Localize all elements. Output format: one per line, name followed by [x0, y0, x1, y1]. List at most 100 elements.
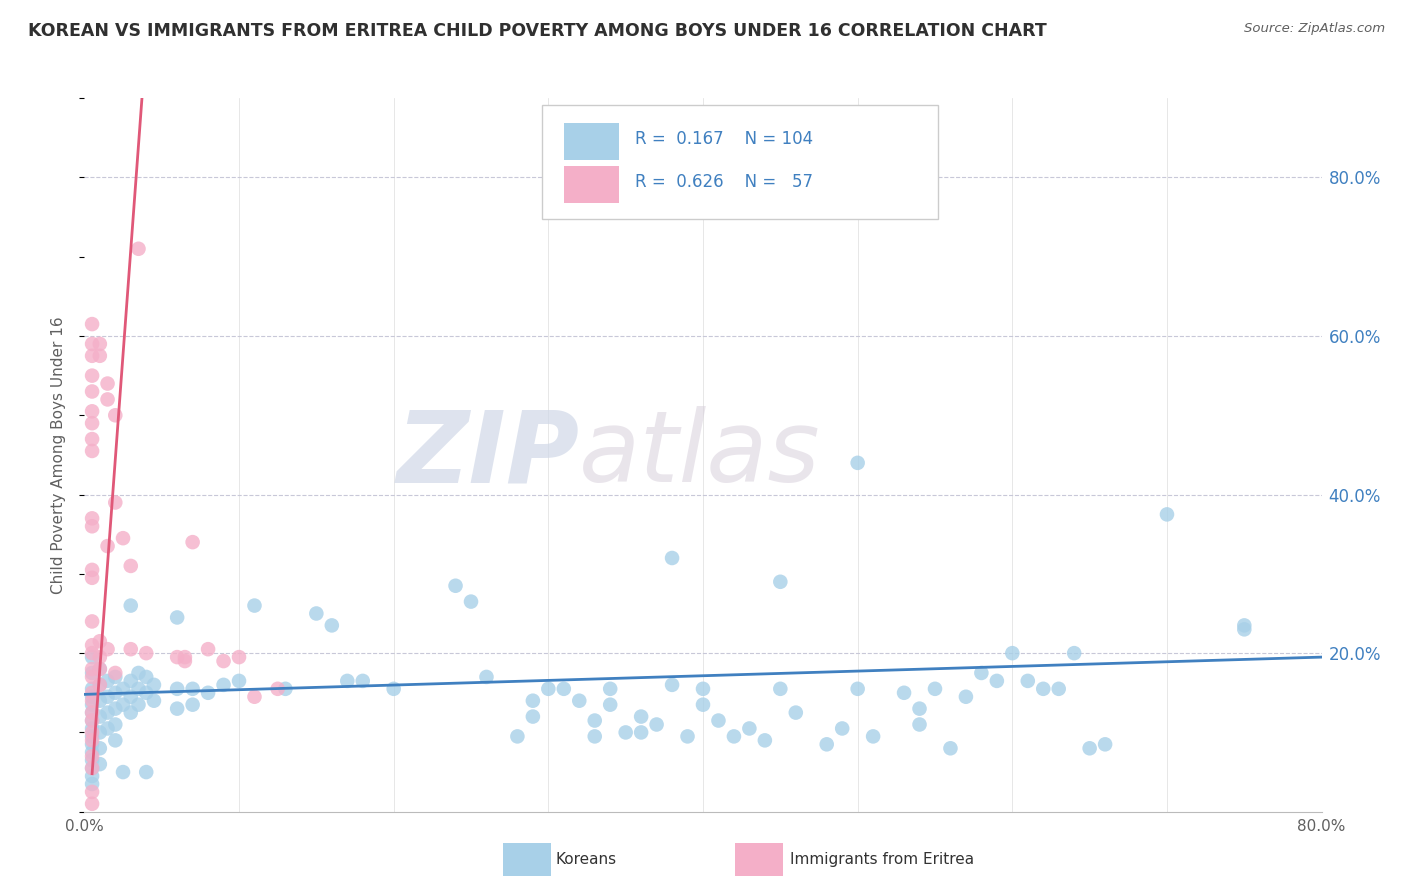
- Point: [228, 650, 250, 665]
- Text: KOREAN VS IMMIGRANTS FROM ERITREA CHILD POVERTY AMONG BOYS UNDER 16 CORRELATION : KOREAN VS IMMIGRANTS FROM ERITREA CHILD …: [28, 22, 1047, 40]
- Point: [82, 698, 104, 712]
- Point: [104, 701, 127, 715]
- Point: [846, 681, 869, 696]
- Point: [243, 690, 266, 704]
- Point: [82, 384, 104, 399]
- Point: [143, 694, 166, 708]
- Point: [143, 678, 166, 692]
- Point: [754, 733, 776, 747]
- Point: [166, 681, 188, 696]
- Point: [1017, 673, 1039, 688]
- Point: [82, 646, 104, 660]
- Point: [97, 722, 120, 736]
- Point: [89, 662, 111, 676]
- Point: [128, 681, 150, 696]
- Point: [104, 665, 127, 680]
- Point: [120, 599, 142, 613]
- Point: [128, 665, 150, 680]
- Point: [82, 785, 104, 799]
- Point: [82, 615, 104, 629]
- Text: Source: ZipAtlas.com: Source: ZipAtlas.com: [1244, 22, 1385, 36]
- Text: ZIP: ZIP: [396, 407, 579, 503]
- Point: [908, 717, 931, 731]
- Point: [1233, 618, 1256, 632]
- Point: [82, 737, 104, 751]
- Point: [692, 681, 714, 696]
- Point: [97, 392, 120, 407]
- Point: [104, 409, 127, 423]
- Point: [939, 741, 962, 756]
- Point: [82, 761, 104, 775]
- Point: [112, 531, 135, 545]
- Point: [243, 599, 266, 613]
- Point: [104, 733, 127, 747]
- Point: [82, 662, 104, 676]
- Point: [553, 681, 575, 696]
- Point: [352, 673, 374, 688]
- Point: [614, 725, 637, 739]
- Point: [82, 349, 104, 363]
- Point: [89, 709, 111, 723]
- Point: [82, 733, 104, 747]
- Point: [82, 337, 104, 351]
- Point: [82, 317, 104, 331]
- Point: [661, 678, 683, 692]
- Point: [89, 694, 111, 708]
- Point: [630, 709, 652, 723]
- Point: [104, 495, 127, 509]
- Point: [82, 694, 104, 708]
- Point: [82, 730, 104, 744]
- Point: [1063, 646, 1085, 660]
- Point: [89, 337, 111, 351]
- Point: [599, 698, 621, 712]
- Point: [166, 610, 188, 624]
- Point: [174, 650, 197, 665]
- Point: [1001, 646, 1024, 660]
- Point: [815, 737, 838, 751]
- Point: [82, 665, 104, 680]
- Point: [181, 698, 204, 712]
- Point: [97, 690, 120, 704]
- Point: [785, 706, 807, 720]
- Point: [1094, 737, 1116, 751]
- Point: [444, 579, 467, 593]
- Point: [82, 725, 104, 739]
- Point: [97, 706, 120, 720]
- Point: [120, 706, 142, 720]
- FancyBboxPatch shape: [543, 105, 938, 219]
- Point: [506, 730, 529, 744]
- Point: [181, 681, 204, 696]
- Point: [738, 722, 761, 736]
- Point: [120, 690, 142, 704]
- Point: [112, 681, 135, 696]
- Point: [197, 686, 219, 700]
- Point: [321, 618, 343, 632]
- Point: [661, 551, 683, 566]
- Point: [82, 706, 104, 720]
- Text: Immigrants from Eritrea: Immigrants from Eritrea: [790, 853, 974, 867]
- Point: [82, 690, 104, 704]
- Point: [267, 681, 290, 696]
- Point: [82, 714, 104, 728]
- Point: [135, 670, 157, 684]
- Point: [89, 678, 111, 692]
- Point: [676, 730, 699, 744]
- Point: [1156, 508, 1178, 522]
- Point: [769, 574, 792, 589]
- Point: [599, 681, 621, 696]
- Point: [382, 681, 405, 696]
- Point: [82, 722, 104, 736]
- Point: [82, 761, 104, 775]
- Point: [82, 519, 104, 533]
- Point: [112, 698, 135, 712]
- Point: [89, 650, 111, 665]
- Point: [305, 607, 328, 621]
- Point: [82, 753, 104, 767]
- Point: [723, 730, 745, 744]
- Point: [135, 646, 157, 660]
- Point: [846, 456, 869, 470]
- Point: [82, 686, 104, 700]
- Point: [89, 725, 111, 739]
- Text: R =  0.626    N =   57: R = 0.626 N = 57: [636, 173, 813, 191]
- Point: [82, 777, 104, 791]
